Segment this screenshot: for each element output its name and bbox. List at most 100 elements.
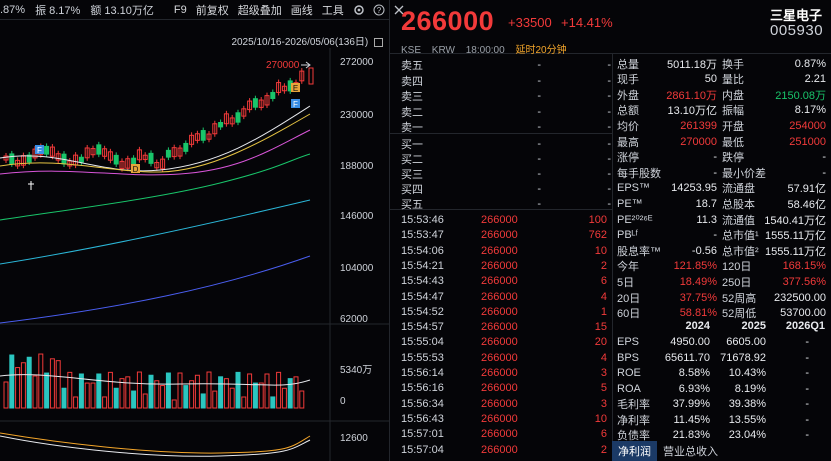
stat-value: -: [713, 151, 717, 164]
overlay-button[interactable]: 超级叠加: [237, 4, 282, 17]
candle: [125, 155, 131, 172]
stat-value: 11.3: [696, 213, 717, 226]
collapse-icon[interactable]: [374, 37, 383, 47]
moving-average-lines: [0, 105, 311, 324]
stat-key: 总股本: [722, 198, 755, 211]
volume-bars: [0, 353, 311, 409]
volume-bar: [281, 387, 287, 409]
delay-notice: 延时20分钟: [515, 45, 567, 56]
stat-key: 250日: [722, 276, 752, 289]
volume-bar: [160, 385, 166, 409]
volume-bar: [55, 360, 61, 409]
tick-volume: 100: [588, 214, 607, 226]
ma-line: [0, 113, 311, 173]
stat-key: 120日: [722, 261, 752, 274]
volume-bar: [276, 371, 282, 409]
stat-key: 股息率™: [617, 245, 661, 258]
stat-left: 每手股数 -: [617, 165, 717, 180]
tick-row: 15:53:46 266000 100: [401, 212, 611, 228]
stat-value: 37.75%: [679, 291, 717, 304]
tick-price: 266000: [481, 397, 518, 410]
stat-value: 13.10万亿: [667, 105, 717, 118]
help-icon[interactable]: ?: [373, 4, 385, 16]
volume-bar: [38, 353, 44, 409]
ma-line: [0, 129, 311, 176]
stat-key: PBᴸᶠ: [617, 229, 639, 242]
candle: [3, 153, 9, 163]
draw-button[interactable]: 画线: [290, 4, 313, 17]
volume-label-max: 5340万: [340, 365, 372, 376]
volume-bar: [142, 393, 148, 409]
settings-icon[interactable]: [353, 4, 365, 16]
stat-left: 今年 121.85%: [617, 259, 717, 274]
volume-bar: [171, 399, 177, 409]
stat-left: EPS™ 14253.95: [617, 181, 717, 196]
fin-val-2025: 71678.92: [720, 351, 766, 364]
event-marker-f-early[interactable]: [35, 145, 44, 154]
candle: [258, 97, 264, 111]
candle: [177, 145, 183, 160]
fin-row: EPS 4950.00 6605.00 -: [617, 334, 827, 350]
stat-left: 现手 50: [617, 72, 717, 87]
stat-key: 外盘: [617, 89, 639, 102]
volume-bar: [73, 396, 79, 409]
volume-bar: [131, 390, 137, 409]
tab-revenue[interactable]: 营业总收入: [663, 446, 718, 458]
price-axis: 272000 230000 188000 146000 104000 62000…: [340, 57, 374, 444]
tick-volume: 15: [594, 321, 607, 334]
tab-net-profit[interactable]: 净利润: [612, 441, 657, 461]
ma-line: [0, 255, 311, 324]
adjust-button[interactable]: 前复权: [195, 4, 229, 17]
orderbook-row: 卖四 - -: [401, 73, 611, 89]
orderbook-level: 买五: [401, 199, 423, 211]
tick-volume: 4: [600, 351, 607, 364]
candle: [270, 89, 276, 102]
volume-bar: [270, 396, 276, 409]
tick-volume: 5: [600, 382, 607, 395]
tick-row: 15:54:47 266000 4: [401, 289, 611, 305]
event-marker-d[interactable]: [131, 164, 140, 173]
svg-text:D: D: [133, 165, 139, 174]
chart-toolbar: .87% 振 8.17% 额 13.10万亿 F9 前复权 超级叠加 画线 工具…: [0, 0, 404, 20]
stat-right: 52周高 232500.00: [722, 290, 826, 305]
stat-value: 254000: [789, 119, 826, 132]
orderbook-price: -: [537, 59, 541, 71]
event-marker-e[interactable]: [291, 83, 300, 92]
volume-bar: [235, 371, 241, 409]
tick-time: 15:55:53: [401, 351, 444, 364]
stat-key: 最小价差: [722, 167, 766, 180]
stat-value: 2150.08万: [775, 89, 826, 102]
stat-key: 流通盘: [722, 183, 755, 196]
tick-time: 15:53:47: [401, 229, 444, 242]
candle: [235, 109, 241, 126]
tick-price: 266000: [481, 336, 518, 349]
volume-bar: [194, 374, 200, 409]
fin-val-2024: 65611.70: [664, 351, 710, 364]
f9-button[interactable]: F9: [173, 3, 187, 16]
kline-chart[interactable]: 272000 230000 188000 146000 104000 62000…: [0, 48, 389, 461]
orderbook-volume: -: [607, 138, 611, 150]
candle: [136, 146, 142, 163]
candle: [241, 105, 247, 120]
stat-left: 均价 261399: [617, 118, 717, 133]
fin-val-2025: 8.19%: [734, 382, 766, 395]
tools-button[interactable]: 工具: [321, 4, 344, 17]
orderbook-row: 买四 - -: [401, 181, 611, 197]
event-marker-f[interactable]: [291, 99, 300, 108]
stat-value: 53700.00: [780, 307, 826, 320]
orderbook-level: 买四: [401, 184, 423, 196]
fin-val-2025: 13.55%: [728, 413, 766, 426]
high-marker-arrow: [301, 61, 311, 69]
stat-value: 58.46亿: [787, 198, 826, 211]
stat-key: PE²⁰²⁶ᴱ: [617, 214, 653, 226]
candle: [67, 158, 73, 169]
volume-bar: [20, 362, 26, 409]
tick-price: 266000: [481, 229, 518, 242]
orderbook-price: -: [537, 90, 541, 102]
orderbook-volume: -: [607, 153, 611, 165]
tick-price: 266000: [481, 259, 518, 272]
close-icon[interactable]: [393, 4, 405, 16]
price-change: +33500: [508, 15, 552, 30]
volume-bar: [229, 387, 235, 409]
volume-bar: [102, 396, 108, 409]
